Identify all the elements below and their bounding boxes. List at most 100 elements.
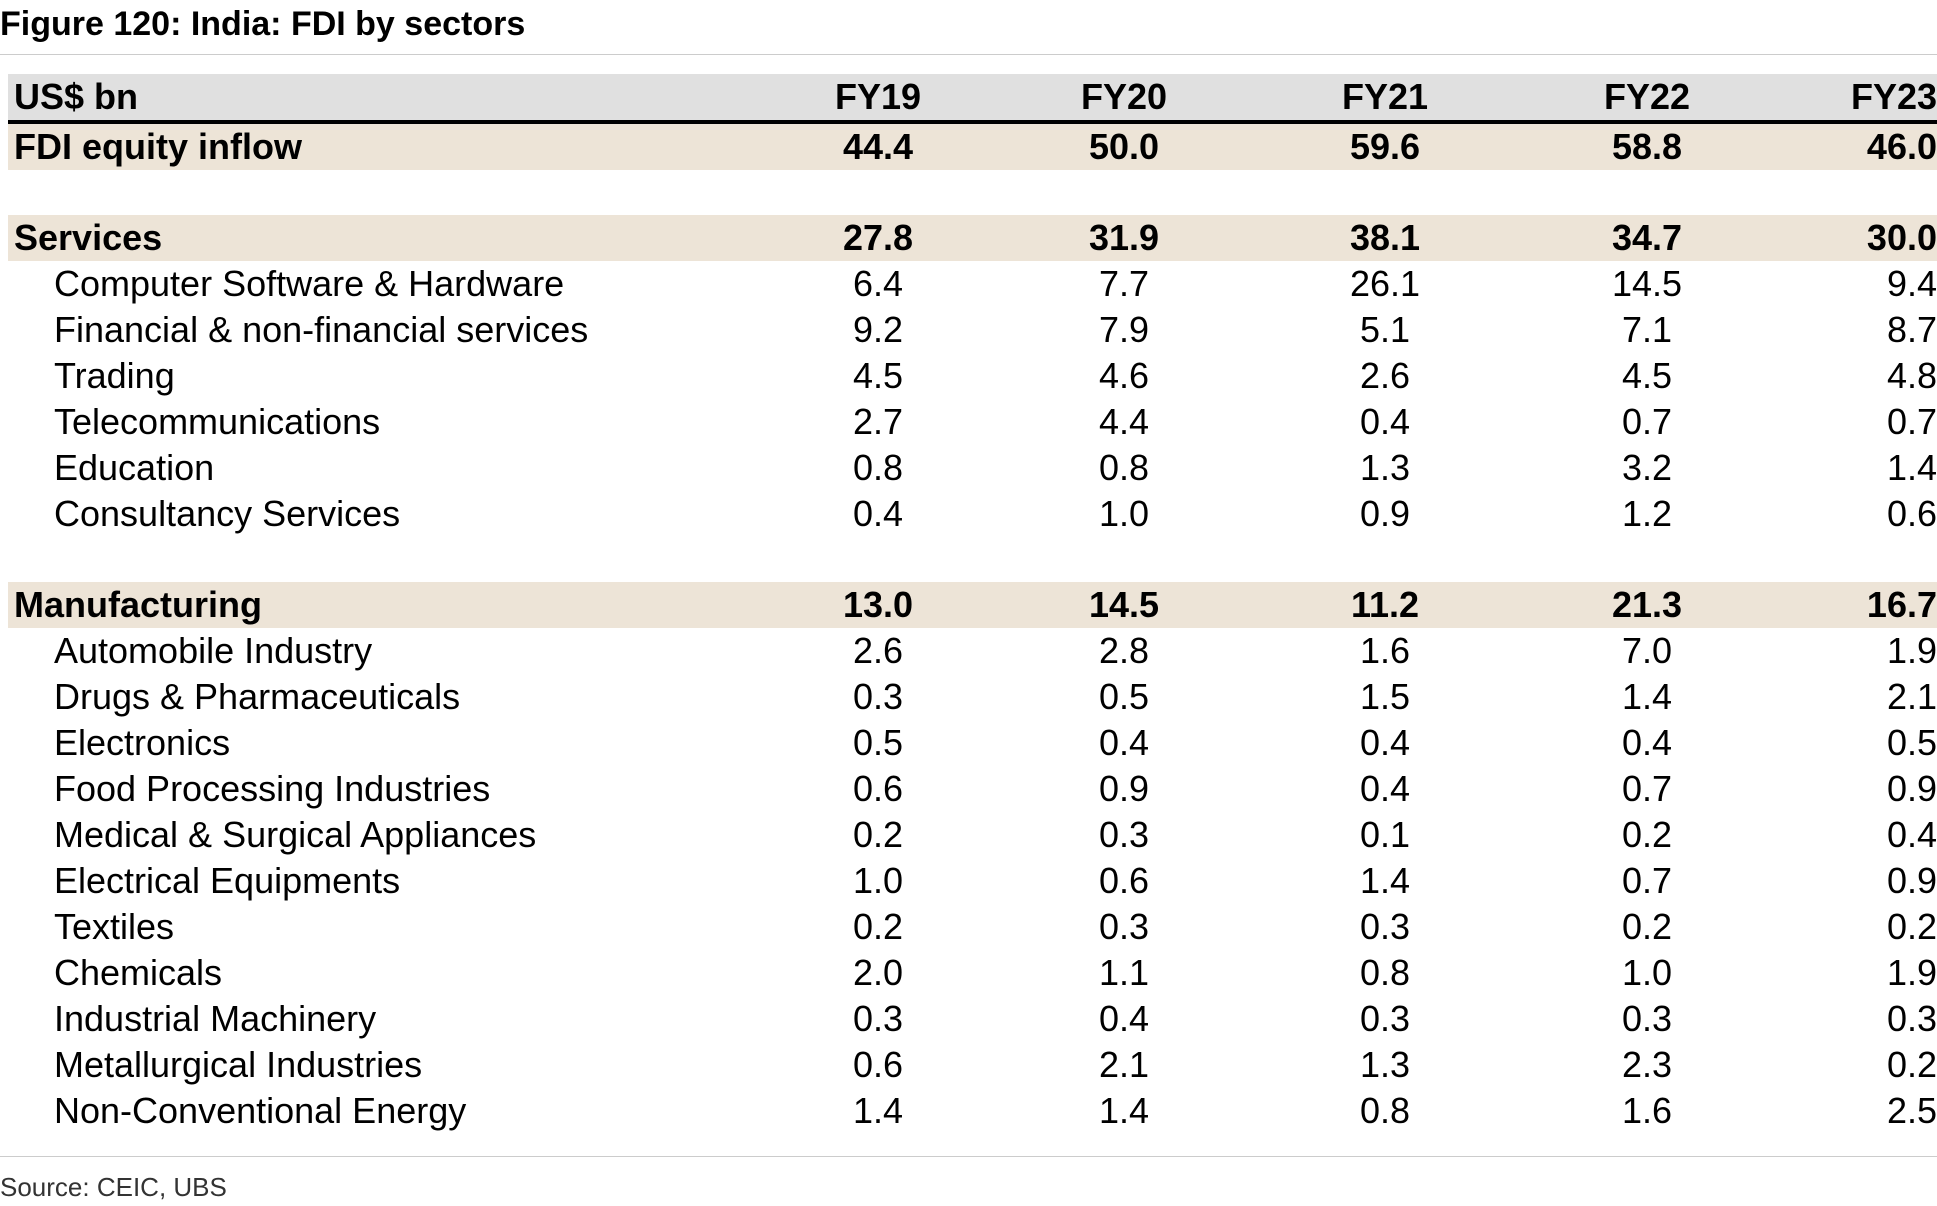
table-cell: 0.7 <box>1886 401 1937 442</box>
table-cell: 30.0 <box>1866 217 1937 258</box>
row-label: Medical & Surgical Appliances <box>54 814 537 855</box>
footer-divider <box>0 1156 1937 1157</box>
table-cell: 1.9 <box>1886 630 1937 671</box>
title-divider <box>0 54 1937 55</box>
table-cell: 8.7 <box>1886 309 1937 350</box>
table-cell: 0.9 <box>1359 493 1411 534</box>
table-row: Electrical Equipments 1.0 0.6 1.4 0.7 0.9 <box>8 858 1937 904</box>
table-cell: 0.4 <box>1621 722 1673 763</box>
column-header: FY20 <box>1080 76 1168 117</box>
table-row: Consultancy Services 0.4 1.0 0.9 1.2 0.6 <box>8 491 1937 537</box>
table-cell: 16.7 <box>1866 584 1937 625</box>
table-cell: 1.2 <box>1621 493 1673 534</box>
table-cell: 7.7 <box>1098 263 1150 304</box>
table-spacer <box>8 170 1937 215</box>
table-row: Medical & Surgical Appliances 0.2 0.3 0.1 0.… <box>8 812 1937 858</box>
table-cell: 0.4 <box>1098 998 1150 1039</box>
table-row: Computer Software & Hardware 6.4 7.7 26.1 14… <box>8 261 1937 307</box>
table-cell: 2.6 <box>1359 355 1411 396</box>
row-label: Financial & non-financial services <box>54 309 589 350</box>
table-cell: 0.6 <box>852 768 904 809</box>
table-row: Chemicals 2.0 1.1 0.8 1.0 1.9 <box>8 950 1937 996</box>
table-cell: 0.4 <box>1359 768 1411 809</box>
table-cell: 0.7 <box>1621 401 1673 442</box>
page-title: Figure 120: India: FDI by sectors <box>0 5 526 43</box>
row-label: Manufacturing <box>14 584 262 625</box>
table-cell: 26.1 <box>1349 263 1421 304</box>
group-row: Manufacturing 13.0 14.5 11.2 21.3 16.7 <box>8 582 1937 628</box>
table-cell: 38.1 <box>1349 217 1421 258</box>
row-label: Automobile Industry <box>54 630 373 671</box>
table-cell: 0.3 <box>852 998 904 1039</box>
table-row: Non-Conventional Energy 1.4 1.4 0.8 1.6 2.5 <box>8 1088 1937 1134</box>
table-cell: 1.6 <box>1621 1090 1673 1131</box>
table-cell: 7.0 <box>1621 630 1673 671</box>
table-cell: 0.8 <box>1359 952 1411 993</box>
table-cell: 14.5 <box>1611 263 1683 304</box>
table-row: Trading 4.5 4.6 2.6 4.5 4.8 <box>8 353 1937 399</box>
table-cell: 0.4 <box>1359 401 1411 442</box>
table-cell: 1.6 <box>1359 630 1411 671</box>
table-cell: 0.2 <box>1886 1044 1937 1085</box>
table-cell: 0.5 <box>852 722 904 763</box>
table-cell: 0.8 <box>852 447 904 488</box>
row-label: Chemicals <box>54 952 223 993</box>
row-label: Electronics <box>54 722 231 763</box>
table-cell: 0.8 <box>1359 1090 1411 1131</box>
fdi-table: US$ bn FY19 FY20 FY21 FY22 FY23 FDI equi… <box>8 74 1937 1134</box>
table-cell: 0.3 <box>852 676 904 717</box>
table-cell: 2.0 <box>852 952 904 993</box>
table-cell: 0.2 <box>1621 906 1673 947</box>
table-cell: 58.8 <box>1611 126 1683 167</box>
table-cell: 0.2 <box>1886 906 1937 947</box>
table-cell: 50.0 <box>1088 126 1160 167</box>
source-note: Source: CEIC, UBS <box>0 1172 227 1202</box>
table-cell: 0.6 <box>1098 860 1150 901</box>
row-label: Food Processing Industries <box>54 768 491 809</box>
table-cell: 0.3 <box>1359 998 1411 1039</box>
row-label: Electrical Equipments <box>54 860 401 901</box>
table-cell: 44.4 <box>842 126 914 167</box>
column-header: FY22 <box>1603 76 1691 117</box>
table-cell: 2.7 <box>852 401 904 442</box>
table-cell: 0.5 <box>1886 722 1937 763</box>
table-cell: 4.6 <box>1098 355 1150 396</box>
row-label: Metallurgical Industries <box>54 1044 423 1085</box>
table-cell: 0.3 <box>1098 814 1150 855</box>
table-cell: 1.0 <box>852 860 904 901</box>
table-cell: 0.2 <box>852 814 904 855</box>
table-cell: 2.1 <box>1886 676 1937 717</box>
table-cell: 46.0 <box>1866 126 1937 167</box>
row-label: Consultancy Services <box>54 493 401 534</box>
table-cell: 0.2 <box>1621 814 1673 855</box>
table-cell: 0.9 <box>1098 768 1150 809</box>
table-cell: 0.6 <box>1886 493 1937 534</box>
table-cell: 0.8 <box>1098 447 1150 488</box>
table-cell: 0.7 <box>1621 768 1673 809</box>
table-cell: 2.1 <box>1098 1044 1150 1085</box>
table-row: Electronics 0.5 0.4 0.4 0.4 0.5 <box>8 720 1937 766</box>
table-row: Automobile Industry 2.6 2.8 1.6 7.0 1.9 <box>8 628 1937 674</box>
table-cell: 9.4 <box>1886 263 1937 304</box>
table-header-row: US$ bn FY19 FY20 FY21 FY22 FY23 <box>8 74 1937 124</box>
table-cell: 7.1 <box>1621 309 1673 350</box>
table-row: Education 0.8 0.8 1.3 3.2 1.4 <box>8 445 1937 491</box>
table-cell: 0.6 <box>852 1044 904 1085</box>
table-cell: 0.5 <box>1098 676 1150 717</box>
table-cell: 1.5 <box>1359 676 1411 717</box>
column-header: FY21 <box>1341 76 1429 117</box>
table-cell: 1.3 <box>1359 1044 1411 1085</box>
table-row: Industrial Machinery 0.3 0.4 0.3 0.3 0.3 <box>8 996 1937 1042</box>
table-cell: 31.9 <box>1088 217 1160 258</box>
table-row: Drugs & Pharmaceuticals 0.3 0.5 1.5 1.4 2.1 <box>8 674 1937 720</box>
table-cell: 1.4 <box>852 1090 904 1131</box>
row-label: Industrial Machinery <box>54 998 377 1039</box>
table-cell: 1.9 <box>1886 952 1937 993</box>
row-label: Trading <box>54 355 175 396</box>
table-cell: 1.1 <box>1098 952 1150 993</box>
table-cell: 6.4 <box>852 263 904 304</box>
table-cell: 5.1 <box>1359 309 1411 350</box>
table-cell: 1.0 <box>1098 493 1150 534</box>
table-cell: 0.4 <box>1359 722 1411 763</box>
row-label: Telecommunications <box>54 401 381 442</box>
